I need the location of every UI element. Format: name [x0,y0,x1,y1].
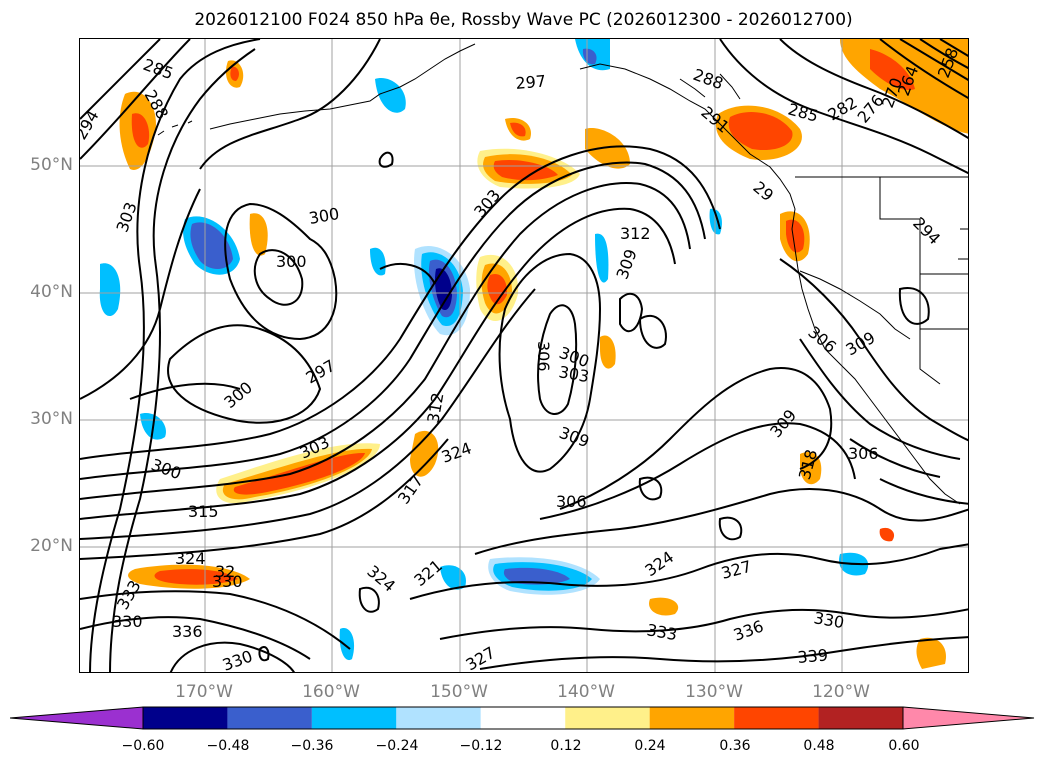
contour-label: 309 [612,247,640,282]
colorbar-tick: 0.24 [634,738,666,754]
lon-label-140w: 140°W [557,682,615,702]
contour-label: 306 [804,323,840,357]
lat-label-50n: 50°N [30,155,73,175]
contour-label: 324 [175,549,206,568]
contour-label: 339 [797,645,829,667]
colorbar-tick: −0.12 [459,738,503,754]
contour-label: 303 [470,186,504,222]
colorbar [10,706,1035,730]
contour-label: 336 [731,616,766,644]
colorbar-extend-high [902,706,1035,730]
colorbar-tick: 0.60 [888,738,920,754]
lon-label-130w: 130°W [685,682,743,702]
contour-label: 29 [749,178,777,206]
contour-label: 300 [307,204,340,228]
positive-anomaly-shading [119,39,968,669]
colorbar-segment [734,707,819,729]
lon-label-160w: 160°W [302,682,360,702]
colorbar-segment [311,707,397,729]
contour-label: 297 [515,71,547,93]
lat-label-20n: 20°N [30,536,73,556]
contour-label: 330 [220,646,255,673]
colorbar-segments [10,706,1035,730]
colorbar-tick: 0.36 [719,738,751,754]
colorbar-tick: −0.36 [290,738,334,754]
contour-label: 32 [215,562,235,581]
contour-label: 300 [149,455,184,483]
lon-label-120w: 120°W [812,682,870,702]
coastlines [157,43,968,505]
contour-label: 330 [812,608,845,632]
contour-label: 309 [843,328,879,360]
theta-e-contours [80,39,968,672]
map-panel: 285 288 294 303 300 300 297 300 303 300 … [79,38,969,673]
contour-label: 300 [220,378,256,412]
colorbar-tick: 0.48 [803,738,835,754]
contour-label: 324 [641,547,677,580]
contour-label: 306 [556,492,587,511]
colorbar-tick: 0.12 [550,738,582,754]
graticule [80,39,968,672]
contour-label: 288 [691,65,726,93]
contour-label: 327 [463,643,499,673]
contour-label: 315 [188,502,219,521]
lat-label-40n: 40°N [30,282,73,302]
colorbar-extend-low [10,706,144,730]
colorbar-segment [649,707,735,729]
colorbar-tick: −0.24 [375,738,419,754]
map-canvas: 285 288 294 303 300 300 297 300 303 300 … [80,39,968,673]
contour-label: 312 [620,224,651,243]
colorbar-tick: −0.48 [206,738,250,754]
contour-label: 317 [394,472,427,508]
contour-label: 330 [112,612,143,631]
contour-label: 303 [557,362,590,386]
lat-label-30n: 30°N [30,409,73,429]
contour-label: 306 [534,341,553,372]
colorbar-segment [396,707,481,729]
lon-label-150w: 150°W [430,682,488,702]
contour-label: 324 [363,562,399,596]
lon-label-170w: 170°W [175,682,233,702]
colorbar-segment [480,707,566,729]
colorbar-segment [143,707,228,729]
colorbar-segment [818,707,903,729]
contour-label: 300 [276,252,307,271]
colorbar-frame [142,706,904,730]
contour-label: 336 [172,622,203,641]
map-title: 2026012100 F024 850 hPa θe, Rossby Wave … [194,10,853,30]
contour-label: 330 [212,572,243,591]
contour-label: 309 [766,406,800,442]
colorbar-segment [227,707,312,729]
contour-label: 333 [645,620,678,644]
contour-label: 297 [303,356,339,388]
contour-label: 321 [410,556,446,590]
colorbar-tick: −0.60 [121,738,165,754]
contour-label: 306 [848,444,879,463]
colorbar-segment [565,707,650,729]
